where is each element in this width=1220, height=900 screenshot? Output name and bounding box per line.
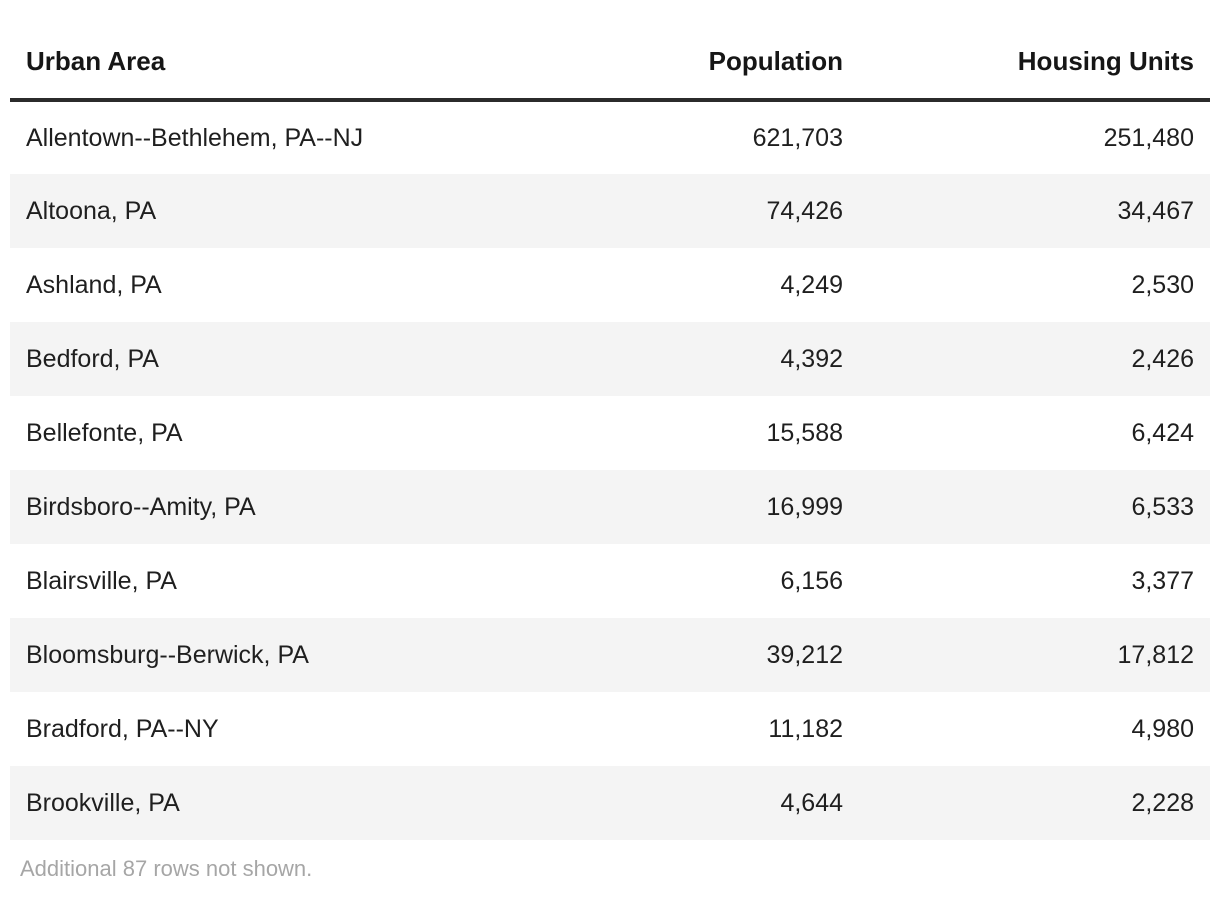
cell-urban-area: Bedford, PA [26,344,159,373]
urban-areas-table: Urban Area Population Housing Units Alle… [10,30,1210,840]
cell-housing-units: 34,467 [1117,196,1194,225]
cell-urban-area: Allentown--Bethlehem, PA--NJ [26,123,364,152]
cell-housing-units: 6,533 [1131,492,1194,521]
footer-note: Additional 87 rows not shown. [20,856,313,881]
table-row: Brookville, PA 4,644 2,228 [10,766,1210,840]
cell-housing-units: 2,426 [1131,344,1194,373]
table-row: Birdsboro--Amity, PA 16,999 6,533 [10,470,1210,544]
table-row: Bloomsburg--Berwick, PA 39,212 17,812 [10,618,1210,692]
cell-urban-area: Brookville, PA [26,788,180,817]
cell-population: 4,392 [780,344,843,373]
cell-population: 4,249 [780,270,843,299]
cell-population: 621,703 [752,123,843,152]
cell-population: 11,182 [768,714,843,743]
column-header-housing-units: Housing Units [859,30,1210,102]
cell-urban-area: Altoona, PA [26,196,157,225]
cell-urban-area: Blairsville, PA [26,566,177,595]
table-body: Allentown--Bethlehem, PA--NJ 621,703 251… [10,100,1210,840]
cell-housing-units: 6,424 [1131,418,1194,447]
column-header-urban-area: Urban Area [10,30,570,102]
cell-urban-area: Bloomsburg--Berwick, PA [26,640,309,669]
cell-urban-area: Bradford, PA--NY [26,714,219,743]
cell-population: 4,644 [780,788,843,817]
table-row: Bedford, PA 4,392 2,426 [10,322,1210,396]
cell-urban-area: Birdsboro--Amity, PA [26,492,256,521]
cell-housing-units: 251,480 [1103,123,1194,152]
table-row: Bellefonte, PA 15,588 6,424 [10,396,1210,470]
cell-housing-units: 17,812 [1117,640,1194,669]
cell-population: 74,426 [766,196,843,225]
table-row: Blairsville, PA 6,156 3,377 [10,544,1210,618]
column-header-population: Population [570,30,859,102]
cell-population: 16,999 [766,492,843,521]
table-row: Ashland, PA 4,249 2,530 [10,248,1210,322]
table-row: Bradford, PA--NY 11,182 4,980 [10,692,1210,766]
table-row: Altoona, PA 74,426 34,467 [10,174,1210,248]
cell-housing-units: 2,228 [1131,788,1194,817]
table-row: Allentown--Bethlehem, PA--NJ 621,703 251… [10,100,1210,174]
cell-population: 15,588 [766,418,843,447]
table-header-row: Urban Area Population Housing Units [10,30,1210,102]
cell-population: 6,156 [780,566,843,595]
cell-urban-area: Ashland, PA [26,270,162,299]
cell-urban-area: Bellefonte, PA [26,418,183,447]
cell-housing-units: 3,377 [1131,566,1194,595]
cell-housing-units: 2,530 [1131,270,1194,299]
cell-population: 39,212 [766,640,843,669]
cell-housing-units: 4,980 [1131,714,1194,743]
